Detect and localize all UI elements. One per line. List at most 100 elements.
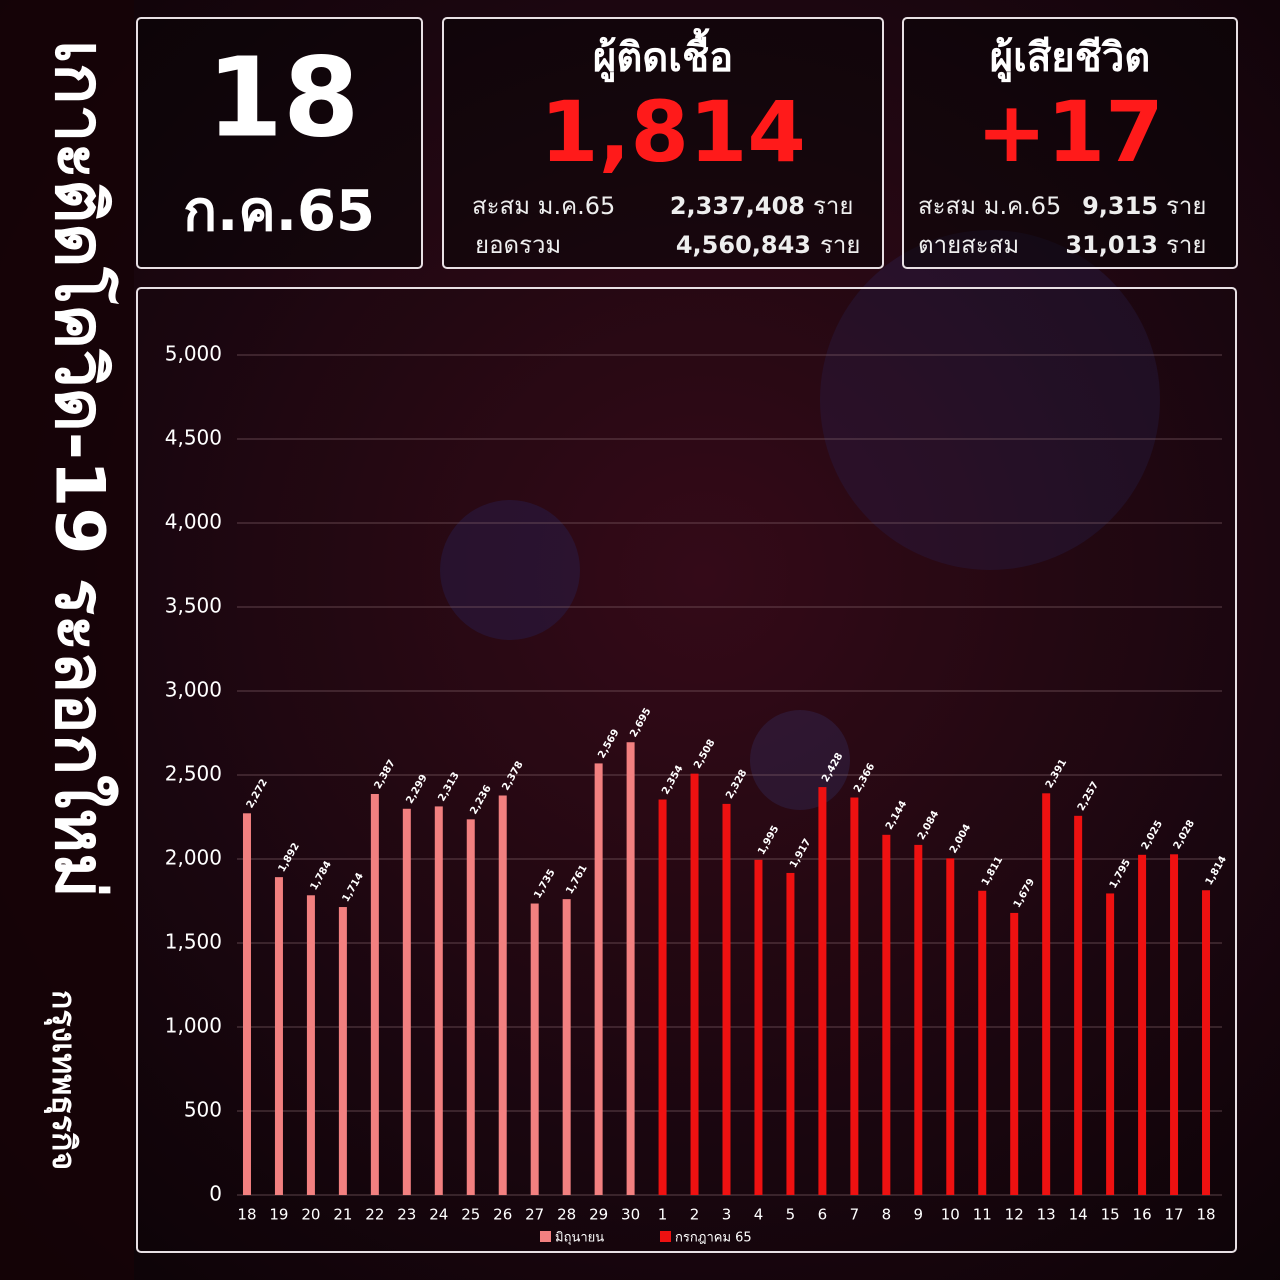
bar	[530, 903, 539, 1195]
x-tick-label: 19	[269, 1206, 288, 1224]
row-value: 31,013	[1065, 231, 1158, 259]
bar	[818, 787, 827, 1195]
x-tick-label: 2	[690, 1206, 700, 1224]
y-tick-label: 0	[209, 1182, 222, 1206]
bar	[1074, 815, 1083, 1195]
x-tick-label: 5	[786, 1206, 796, 1224]
x-tick-label: 28	[557, 1206, 576, 1224]
bar	[466, 819, 475, 1195]
legend-swatch	[540, 1231, 551, 1242]
x-tick-label: 10	[941, 1206, 960, 1224]
deaths-title: ผู้เสียชีวิต	[990, 35, 1151, 82]
row-value: 4,560,843	[676, 231, 811, 259]
row-label: สะสม ม.ค.65	[918, 192, 1061, 220]
decor	[820, 230, 1160, 570]
date-day: 18	[206, 33, 359, 161]
infected-box	[442, 17, 884, 269]
infected-value: 1,814	[540, 83, 806, 181]
bar	[306, 895, 315, 1195]
y-tick-label: 4,000	[165, 510, 222, 534]
row-label: สะสม ม.ค.65	[472, 192, 615, 220]
decor	[440, 500, 580, 640]
row-label: ตายสะสม	[918, 231, 1019, 259]
y-tick-label: 3,500	[165, 594, 222, 618]
bar	[914, 844, 923, 1195]
x-tick-label: 30	[621, 1206, 640, 1224]
y-tick-label: 2,000	[165, 846, 222, 870]
bar	[1138, 854, 1147, 1195]
row-unit: ราย	[1166, 231, 1206, 259]
legend-swatch	[660, 1231, 671, 1242]
x-tick-label: 16	[1133, 1206, 1152, 1224]
x-tick-label: 27	[525, 1206, 544, 1224]
x-tick-label: 14	[1069, 1206, 1088, 1224]
bar	[626, 742, 635, 1195]
x-tick-label: 17	[1165, 1206, 1184, 1224]
y-tick-label: 1,500	[165, 930, 222, 954]
bar	[850, 797, 859, 1195]
decor	[750, 710, 850, 810]
row-unit: ราย	[820, 231, 860, 259]
bar	[690, 773, 699, 1195]
bar	[242, 813, 251, 1195]
row-value: 9,315	[1082, 192, 1158, 220]
x-tick-label: 18	[1196, 1206, 1215, 1224]
y-tick-label: 500	[184, 1098, 222, 1122]
bar	[338, 907, 347, 1195]
y-tick-label: 3,000	[165, 678, 222, 702]
chart-box	[136, 287, 1237, 1253]
bar	[1170, 854, 1179, 1195]
bar	[978, 890, 987, 1195]
x-tick-label: 25	[461, 1206, 480, 1224]
x-tick-label: 8	[882, 1206, 892, 1224]
x-tick-label: 3	[722, 1206, 732, 1224]
y-tick-label: 5,000	[165, 342, 222, 366]
bar	[786, 872, 795, 1195]
x-tick-label: 29	[589, 1206, 608, 1224]
bar	[434, 806, 443, 1195]
y-tick-label: 4,500	[165, 426, 222, 450]
bar	[882, 834, 891, 1195]
legend-label: มิถุนายน	[555, 1231, 604, 1246]
x-tick-label: 6	[818, 1206, 828, 1224]
x-tick-label: 23	[397, 1206, 416, 1224]
x-tick-label: 20	[301, 1206, 320, 1224]
row-unit: ราย	[1166, 192, 1206, 220]
row-value: 2,337,408	[670, 192, 805, 220]
x-tick-label: 26	[493, 1206, 512, 1224]
bar	[562, 899, 571, 1195]
bar	[722, 803, 731, 1195]
date-box	[136, 17, 423, 269]
x-tick-label: 1	[658, 1206, 668, 1224]
bar	[1106, 893, 1115, 1195]
x-tick-label: 12	[1005, 1206, 1024, 1224]
x-tick-label: 18	[237, 1206, 256, 1224]
x-tick-label: 24	[429, 1206, 448, 1224]
bar	[1010, 912, 1019, 1195]
deaths-box	[902, 17, 1238, 269]
side-bar	[0, 0, 134, 1280]
x-tick-label: 22	[365, 1206, 384, 1224]
y-tick-label: 1,000	[165, 1014, 222, 1038]
date-month: ก.ค.65	[183, 179, 375, 244]
x-tick-label: 9	[914, 1206, 924, 1224]
bar	[498, 795, 507, 1195]
bar	[274, 877, 283, 1195]
x-tick-label: 4	[754, 1206, 764, 1224]
row-unit: ราย	[813, 192, 853, 220]
infected-title: ผู้ติดเชื้อ	[593, 28, 733, 82]
bar	[1202, 890, 1211, 1195]
bar	[370, 793, 379, 1195]
x-tick-label: 15	[1101, 1206, 1120, 1224]
x-tick-label: 11	[973, 1206, 992, 1224]
x-tick-label: 7	[850, 1206, 860, 1224]
bar	[594, 763, 603, 1195]
y-tick-label: 2,500	[165, 762, 222, 786]
deaths-value: +17	[976, 83, 1163, 181]
row-label: ยอดรวม	[475, 231, 561, 259]
bar	[658, 799, 667, 1195]
x-tick-label: 13	[1037, 1206, 1056, 1224]
brand: กรุงเทพธุรกิจ	[43, 990, 83, 1170]
side-title: เกาะติดโควิด-19 ระลอกใหม่	[39, 40, 119, 898]
